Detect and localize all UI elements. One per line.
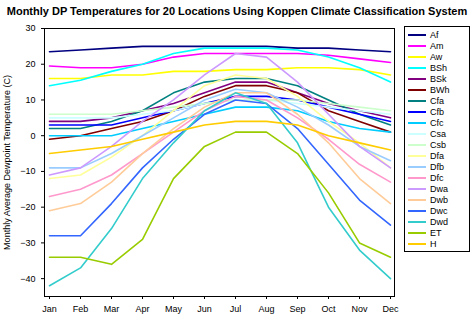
html-text:H: H (430, 238, 437, 249)
html-text:Cfc: Cfc (430, 117, 444, 128)
html-text:BSh: BSh (430, 62, 447, 73)
svg-text:10: 10 (25, 95, 35, 105)
html-text:Aw: Aw (430, 51, 443, 62)
html-text:Dfc: Dfc (430, 172, 444, 183)
html-text:BSk: BSk (430, 73, 447, 84)
html-text:Csa: Csa (430, 128, 446, 139)
html-text:Dwb: Dwb (430, 194, 448, 205)
svg-text:Mar: Mar (104, 304, 120, 314)
svg-text:Feb: Feb (73, 304, 89, 314)
svg-text:Dec: Dec (382, 304, 399, 314)
html-text:Dwd: Dwd (430, 216, 448, 227)
html-text:BWh: BWh (430, 84, 450, 95)
html-text:Dwc: Dwc (430, 205, 448, 216)
svg-text:−20: −20 (20, 202, 35, 212)
svg-text:Jul: Jul (230, 304, 242, 314)
svg-text:Apr: Apr (135, 304, 149, 314)
html-text:Cfb: Cfb (430, 106, 444, 117)
svg-text:Monthly Average Dewpoint Tempe: Monthly Average Dewpoint Temperature (C) (2, 75, 12, 250)
svg-text:Nov: Nov (351, 304, 368, 314)
html-text:Am: Am (430, 40, 444, 51)
html-text:Dfa: Dfa (430, 150, 444, 161)
html-text:ET: ET (430, 227, 442, 238)
svg-text:Aug: Aug (258, 304, 274, 314)
html-text:Csb: Csb (430, 139, 446, 150)
html-text:Dfb: Dfb (430, 161, 444, 172)
svg-text:Oct: Oct (321, 304, 336, 314)
svg-text:20: 20 (25, 59, 35, 69)
svg-text:Jun: Jun (197, 304, 212, 314)
svg-text:May: May (165, 304, 183, 314)
svg-text:Sep: Sep (289, 304, 305, 314)
html-text:Cfa: Cfa (430, 95, 444, 106)
svg-text:−30: −30 (20, 238, 35, 248)
svg-text:30: 30 (25, 23, 35, 33)
html-text:Monthly DP Temperatures for 20: Monthly DP Temperatures for 20 Locations… (6, 5, 468, 17)
svg-text:Jan: Jan (42, 304, 57, 314)
html-text:Af: Af (430, 29, 439, 40)
svg-text:−10: −10 (20, 166, 35, 176)
svg-text:0: 0 (30, 131, 35, 141)
svg-text:−40: −40 (20, 274, 35, 284)
html-text:Dwa: Dwa (430, 183, 448, 194)
